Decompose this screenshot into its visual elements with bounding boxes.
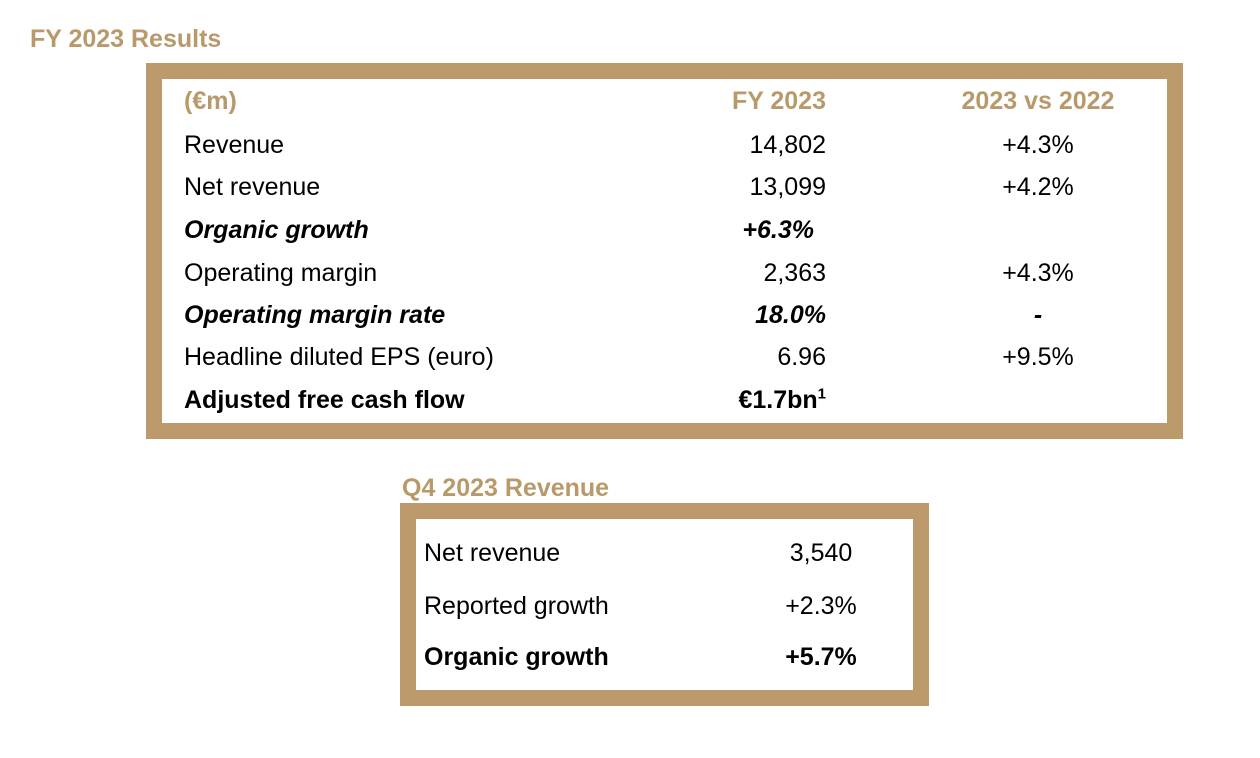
header-unit: (€m) bbox=[184, 87, 237, 115]
row-label: Headline diluted EPS (euro) bbox=[184, 343, 494, 371]
q4-revenue-table-frame: Net revenue 3,540 Reported growth +2.3% … bbox=[400, 503, 929, 706]
row-value: 14,802 bbox=[749, 131, 826, 159]
q4-revenue-table: Net revenue 3,540 Reported growth +2.3% … bbox=[416, 519, 913, 690]
row-value: €1.7bn1 bbox=[738, 379, 826, 421]
row-value: +5.7% bbox=[785, 643, 857, 671]
row-label: Net revenue bbox=[424, 539, 561, 567]
row-label: Organic growth bbox=[424, 643, 609, 671]
fcf-value: €1.7bn bbox=[738, 386, 818, 414]
row-label: Reported growth bbox=[424, 592, 609, 620]
table-row-q4-organic-growth: Organic growth +5.7% bbox=[416, 635, 913, 679]
table-row-headline-eps: Headline diluted EPS (euro) 6.96 +9.5% bbox=[162, 336, 1167, 378]
row-value: 13,099 bbox=[749, 173, 826, 201]
row-comparison: - bbox=[1033, 301, 1043, 329]
row-value: 2,363 bbox=[763, 259, 826, 287]
row-label: Net revenue bbox=[184, 173, 321, 201]
row-comparison: +9.5% bbox=[1002, 343, 1074, 371]
row-value: 18.0% bbox=[755, 301, 826, 329]
fy-results-table-frame: (€m) FY 2023 2023 vs 2022 Revenue 14,802… bbox=[146, 63, 1183, 439]
row-label: Adjusted free cash flow bbox=[184, 386, 465, 414]
fy-results-table: (€m) FY 2023 2023 vs 2022 Revenue 14,802… bbox=[162, 79, 1167, 423]
fy-results-title: FY 2023 Results bbox=[30, 25, 222, 53]
footnote-marker: 1 bbox=[817, 385, 826, 403]
row-comparison: +4.3% bbox=[1002, 131, 1074, 159]
row-value: +2.3% bbox=[785, 592, 857, 620]
header-fy2023: FY 2023 bbox=[731, 87, 826, 115]
row-value: 3,540 bbox=[789, 539, 853, 567]
row-label: Revenue bbox=[184, 131, 285, 159]
table-row-net-revenue: Net revenue 13,099 +4.2% bbox=[162, 166, 1167, 208]
table-row-adjusted-fcf: Adjusted free cash flow €1.7bn1 bbox=[162, 379, 1167, 421]
row-comparison: +4.3% bbox=[1002, 259, 1074, 287]
row-label: Organic growth bbox=[184, 216, 369, 244]
row-value: 6.96 bbox=[777, 343, 826, 371]
row-value: +6.3% bbox=[742, 216, 814, 244]
row-label: Operating margin bbox=[184, 259, 378, 287]
table-row-revenue: Revenue 14,802 +4.3% bbox=[162, 124, 1167, 166]
table-row-q4-net-revenue: Net revenue 3,540 bbox=[416, 531, 913, 575]
table-row-operating-margin-rate: Operating margin rate 18.0% - bbox=[162, 294, 1167, 336]
table-row-operating-margin: Operating margin 2,363 +4.3% bbox=[162, 252, 1167, 294]
table-header-row: (€m) FY 2023 2023 vs 2022 bbox=[162, 80, 1167, 122]
table-row-organic-growth: Organic growth +6.3% bbox=[162, 209, 1167, 251]
table-row-q4-reported-growth: Reported growth +2.3% bbox=[416, 584, 913, 628]
row-label: Operating margin rate bbox=[184, 301, 446, 329]
q4-revenue-title: Q4 2023 Revenue bbox=[402, 474, 610, 502]
header-comparison: 2023 vs 2022 bbox=[961, 87, 1115, 115]
row-comparison: +4.2% bbox=[1002, 173, 1074, 201]
